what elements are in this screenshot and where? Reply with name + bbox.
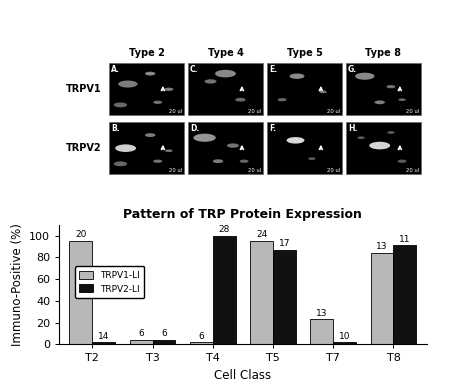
Text: 6: 6: [138, 329, 144, 339]
Text: E.: E.: [269, 65, 277, 74]
Text: TRPV2: TRPV2: [66, 143, 102, 153]
Circle shape: [213, 159, 223, 163]
X-axis label: Cell Class: Cell Class: [214, 369, 272, 382]
FancyBboxPatch shape: [109, 122, 184, 174]
Bar: [213, 236, 236, 344]
Circle shape: [114, 103, 127, 107]
Bar: [371, 253, 393, 344]
Text: Type 2: Type 2: [128, 48, 164, 58]
Circle shape: [308, 157, 316, 160]
Bar: [70, 241, 92, 344]
Circle shape: [114, 161, 127, 166]
Bar: [250, 241, 273, 344]
Text: 6: 6: [199, 332, 204, 341]
Circle shape: [398, 98, 406, 101]
Circle shape: [164, 87, 173, 91]
Circle shape: [118, 80, 137, 87]
Text: 20 ul: 20 ul: [406, 109, 419, 114]
Text: 20 ul: 20 ul: [248, 168, 261, 173]
Bar: [130, 340, 153, 344]
Text: Type 5: Type 5: [286, 48, 322, 58]
Circle shape: [240, 159, 248, 163]
Text: H.: H.: [348, 124, 357, 133]
Circle shape: [374, 100, 385, 104]
Text: 20: 20: [75, 230, 87, 240]
Text: F.: F.: [269, 124, 276, 133]
Text: 17: 17: [279, 239, 290, 248]
Text: 20 ul: 20 ul: [169, 168, 182, 173]
Bar: [273, 250, 296, 344]
FancyBboxPatch shape: [109, 63, 184, 115]
Circle shape: [153, 159, 162, 163]
Text: 24: 24: [256, 230, 267, 240]
Text: 20 ul: 20 ul: [327, 109, 340, 114]
Circle shape: [165, 149, 173, 152]
Text: 20 ul: 20 ul: [248, 109, 261, 114]
Circle shape: [355, 73, 374, 80]
Circle shape: [205, 79, 217, 84]
Text: 14: 14: [98, 332, 109, 341]
Circle shape: [153, 101, 162, 104]
Circle shape: [227, 143, 239, 148]
Text: C.: C.: [190, 65, 199, 74]
FancyBboxPatch shape: [346, 122, 421, 174]
Circle shape: [115, 144, 136, 152]
FancyBboxPatch shape: [188, 63, 263, 115]
Text: 20 ul: 20 ul: [327, 168, 340, 173]
Text: B.: B.: [111, 124, 119, 133]
Text: 20 ul: 20 ul: [406, 168, 419, 173]
Text: 20 ul: 20 ul: [169, 109, 182, 114]
Bar: [333, 342, 356, 344]
FancyBboxPatch shape: [267, 63, 342, 115]
Circle shape: [386, 85, 395, 88]
Circle shape: [398, 159, 407, 163]
Circle shape: [387, 131, 395, 134]
Text: G.: G.: [348, 65, 357, 74]
Title: Pattern of TRP Protein Expression: Pattern of TRP Protein Expression: [124, 208, 362, 221]
Circle shape: [319, 91, 327, 93]
Text: 10: 10: [339, 332, 350, 341]
Bar: [393, 245, 416, 344]
Circle shape: [235, 98, 246, 102]
Text: 13: 13: [316, 309, 328, 318]
Circle shape: [287, 137, 304, 144]
FancyBboxPatch shape: [346, 63, 421, 115]
Circle shape: [278, 98, 287, 101]
Text: Type 8: Type 8: [365, 48, 401, 58]
Text: A.: A.: [111, 65, 120, 74]
FancyBboxPatch shape: [188, 122, 263, 174]
Legend: TRPV1-LI, TRPV2-LI: TRPV1-LI, TRPV2-LI: [75, 266, 144, 298]
Bar: [190, 342, 213, 344]
Circle shape: [290, 74, 304, 79]
Circle shape: [145, 72, 155, 75]
Text: 6: 6: [161, 329, 167, 339]
Text: D.: D.: [190, 124, 199, 133]
Circle shape: [145, 133, 155, 137]
Bar: [153, 340, 175, 344]
Bar: [92, 342, 115, 344]
Text: TRPV1: TRPV1: [66, 84, 102, 94]
Text: 28: 28: [219, 225, 230, 234]
Text: 11: 11: [399, 235, 410, 244]
Text: Type 4: Type 4: [208, 48, 244, 58]
Y-axis label: Immuno-Positive (%): Immuno-Positive (%): [11, 223, 24, 346]
Circle shape: [215, 70, 236, 77]
FancyBboxPatch shape: [267, 122, 342, 174]
Circle shape: [357, 136, 365, 139]
Circle shape: [369, 142, 390, 149]
Text: 13: 13: [376, 242, 388, 251]
Circle shape: [193, 134, 216, 142]
Bar: [310, 319, 333, 344]
